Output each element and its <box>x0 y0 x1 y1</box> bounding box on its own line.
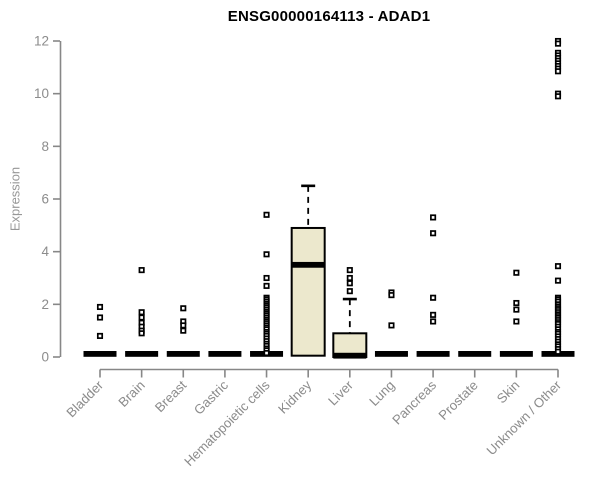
y-tick-label: 4 <box>41 244 49 259</box>
outlier-point <box>388 292 395 299</box>
y-tick-label: 2 <box>41 297 49 312</box>
x-tick-label: Pancreas <box>389 377 439 427</box>
box-lung <box>374 289 408 357</box>
outlier-point <box>96 303 104 311</box>
median-line <box>166 351 200 357</box>
outlier-point <box>430 214 437 221</box>
outlier-point <box>554 40 562 47</box>
x-tick-label: Brain <box>115 378 147 410</box>
x-tick-label: Breast <box>152 377 190 415</box>
box-breast <box>166 305 200 357</box>
x-tick-label: Lung <box>366 378 397 409</box>
y-tick-label: 8 <box>41 139 49 154</box>
outlier-point <box>263 274 270 282</box>
box-kidney <box>290 184 326 357</box>
outlier-point <box>346 280 353 287</box>
outlier-point <box>346 267 353 274</box>
outlier-point <box>180 327 187 334</box>
x-tick-label: Gastric <box>191 377 231 417</box>
box-unknown-other <box>541 37 575 357</box>
x-tick-label: Bladder <box>63 377 106 420</box>
median-line <box>374 351 408 357</box>
median-line <box>333 352 367 359</box>
outlier-point <box>138 309 145 316</box>
outlier-point <box>388 322 395 329</box>
box-gastric <box>208 351 242 357</box>
outlier-point <box>513 269 520 276</box>
median-line <box>208 351 242 357</box>
outlier-point <box>96 314 104 321</box>
median-line <box>458 351 492 357</box>
outlier-point <box>263 211 270 218</box>
outlier-point <box>138 314 145 321</box>
y-tick-label: 10 <box>34 86 49 101</box>
outlier-point <box>554 68 562 75</box>
y-tick-label: 12 <box>34 34 49 49</box>
outlier-point <box>554 93 562 100</box>
outlier-point <box>263 282 270 289</box>
x-tick-label: Skin <box>494 378 523 407</box>
outlier-point <box>138 330 145 337</box>
x-tick-label: Liver <box>325 377 356 408</box>
outlier-point <box>513 306 520 313</box>
outlier-point <box>554 277 562 284</box>
box-pancreas <box>416 214 450 357</box>
x-tick-label: Kidney <box>275 377 314 416</box>
outlier-point <box>263 350 270 357</box>
median-line <box>83 351 117 357</box>
box-liver <box>332 267 368 359</box>
outlier-point <box>138 267 145 274</box>
outlier-point <box>180 305 187 312</box>
y-tick-label: 0 <box>41 350 49 365</box>
y-tick-label: 6 <box>41 192 49 207</box>
outlier-point <box>554 348 562 355</box>
outlier-point <box>263 251 270 258</box>
x-tick-label: Prostate <box>436 378 481 423</box>
box-brain <box>125 267 159 357</box>
outlier-point <box>430 230 437 237</box>
outlier-point <box>96 332 104 339</box>
outlier-point <box>346 274 353 282</box>
chart-title: ENSG00000164113 - ADAD1 <box>227 8 431 25</box>
outlier-point <box>430 294 437 301</box>
box-skin <box>499 269 533 357</box>
box-bladder <box>83 303 117 357</box>
y-axis: 0 2 4 6 8 10 12 <box>34 34 62 365</box>
median-line <box>125 351 159 357</box>
x-tick-label: Unknown / Other <box>484 377 565 458</box>
outlier-point <box>513 299 520 307</box>
outlier-point <box>430 318 437 325</box>
box-hematopoietic-cells <box>250 211 284 357</box>
box-body <box>290 226 326 357</box>
box-prostate <box>458 351 492 357</box>
y-axis-title: Expression <box>7 166 23 232</box>
outlier-point <box>180 322 187 329</box>
median-line <box>291 261 325 268</box>
outlier-point <box>430 311 437 318</box>
median-line <box>499 351 533 357</box>
outlier-point <box>554 263 562 270</box>
outlier-point <box>513 318 520 325</box>
median-line <box>416 351 450 357</box>
outlier-point <box>346 288 353 295</box>
